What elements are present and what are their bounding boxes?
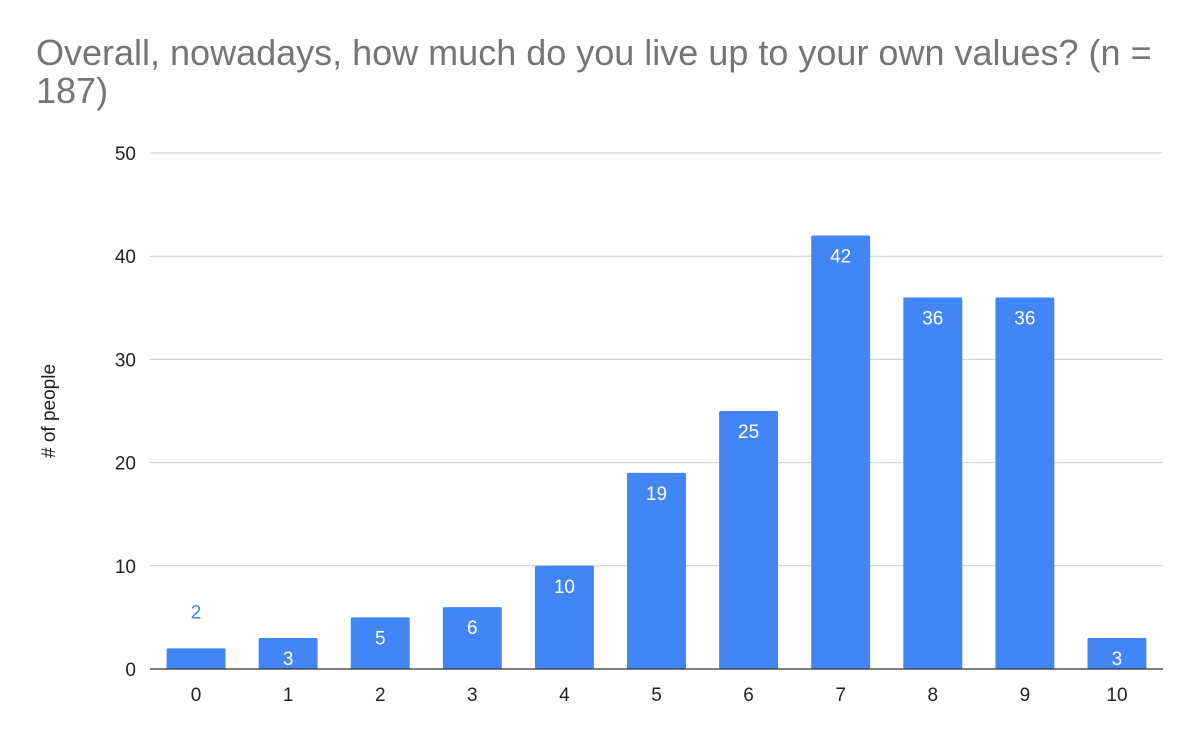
data-label: 36 [1014,308,1035,329]
data-label: 25 [738,422,759,443]
y-tick-label: 40 [115,247,136,268]
x-tick-label: 1 [283,685,294,706]
data-label: 3 [283,649,294,670]
y-tick-label: 30 [115,350,136,371]
bar [995,297,1055,669]
data-label: 2 [191,602,202,623]
x-tick-label: 9 [1020,685,1031,706]
y-tick-label: 50 [115,144,136,165]
x-axis-ticks: 0 1 2 3 4 5 6 7 8 9 10 [191,685,1128,706]
x-tick-label: 8 [927,685,938,706]
x-tick-label: 6 [743,685,754,706]
bar [1087,638,1147,669]
x-tick-label: 7 [835,685,846,706]
data-label: 10 [554,577,575,598]
x-tick-label: 2 [375,685,386,706]
bar [258,638,318,669]
data-label: 42 [830,247,851,268]
bar [442,607,502,669]
y-tick-label: 0 [125,660,136,681]
y-axis-label: # of people [39,364,60,458]
bar [166,648,226,669]
x-tick-label: 3 [467,685,478,706]
y-tick-label: 20 [115,454,136,475]
bar [811,235,871,669]
data-label: 6 [467,618,478,639]
bar [627,472,686,669]
bars [166,235,1147,669]
chart-title: Overall, nowadays, how much do you live … [36,32,1152,111]
x-tick-label: 0 [191,685,202,706]
y-tick-label: 10 [115,557,136,578]
bar [350,617,410,669]
data-label: 36 [922,308,943,329]
x-tick-label: 5 [651,685,662,706]
y-axis-ticks: 0 10 20 30 40 50 [115,144,136,681]
data-label: 19 [646,484,667,505]
x-tick-label: 10 [1106,685,1127,706]
data-labels: 2 3 5 6 10 19 25 42 36 36 3 [191,247,1122,670]
bar [534,565,594,669]
data-label: 5 [375,628,386,649]
x-tick-label: 4 [559,685,570,706]
data-label: 3 [1112,649,1123,670]
bar [903,297,963,669]
bar [719,411,779,669]
